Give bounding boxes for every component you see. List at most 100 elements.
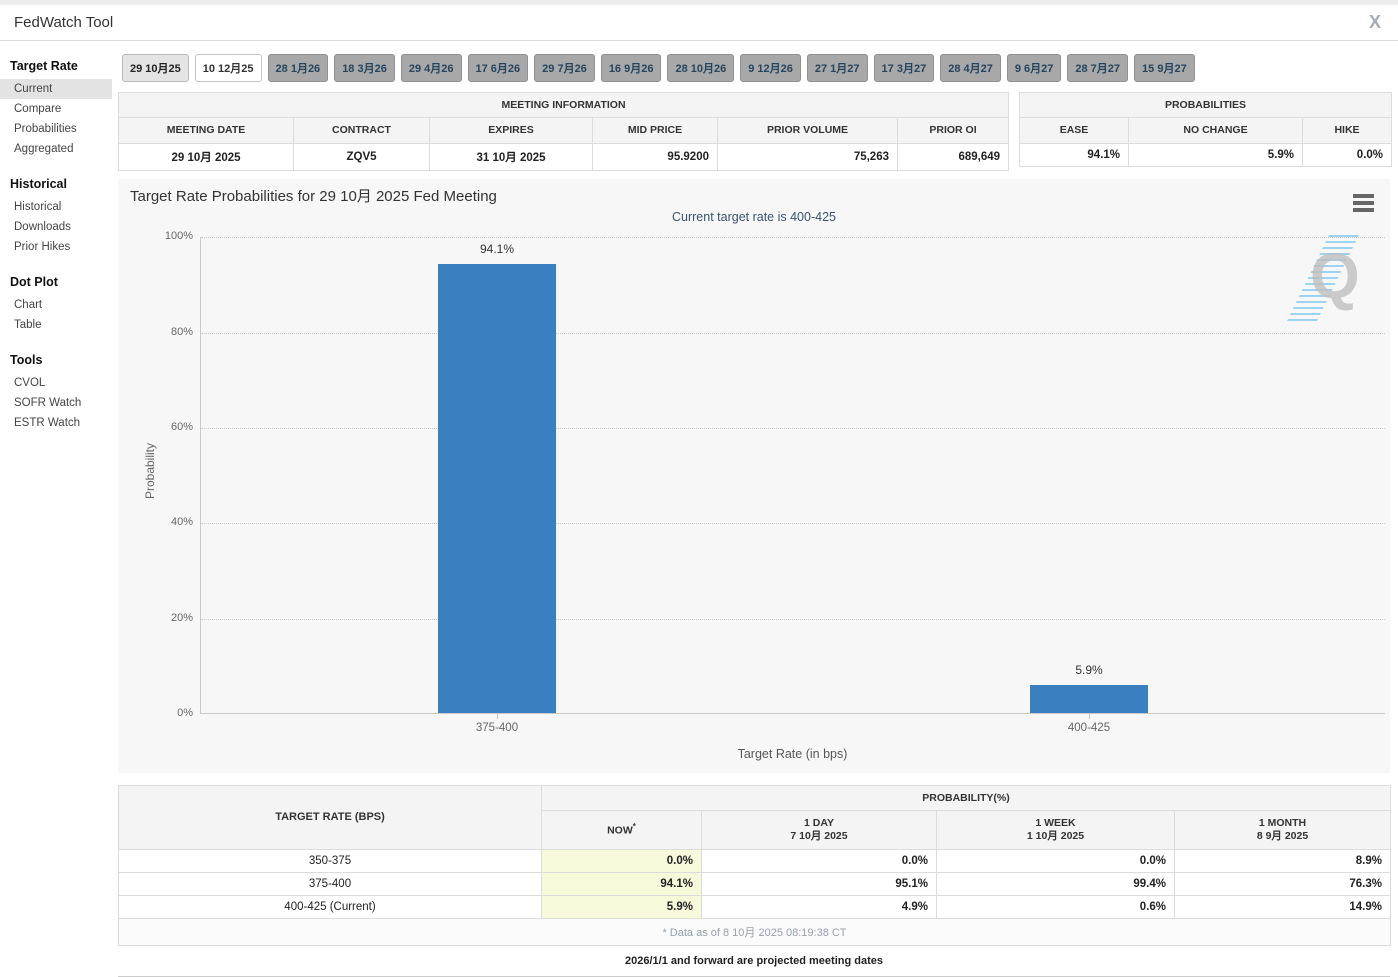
- column-header: NO CHANGE: [1128, 116, 1304, 145]
- probability-cell: 76.3%: [1174, 872, 1391, 897]
- meeting-tab[interactable]: 28 7月27: [1067, 54, 1129, 82]
- target-rate-cell: 350-375: [118, 849, 542, 874]
- target-rate-cell: 375-400: [118, 872, 542, 897]
- sidebar-item-current[interactable]: Current: [0, 79, 112, 99]
- chart-gridline: [201, 618, 1385, 620]
- table-title: PROBABILITIES: [1019, 92, 1393, 118]
- probability-cell: 0.0%: [701, 849, 937, 874]
- probability-cell: 0.0%: [541, 849, 702, 874]
- bar-value-label: 5.9%: [1075, 662, 1103, 677]
- x-axis-tick: [1089, 714, 1090, 720]
- meeting-tab[interactable]: 17 6月26: [467, 54, 529, 82]
- meeting-tab[interactable]: 28 1月26: [267, 54, 329, 82]
- sidebar-item-compare[interactable]: Compare: [14, 103, 62, 115]
- main-content: 29 10月25 10 12月25 28 1月26 18 3月26 29 4月26 17 …: [117, 50, 1393, 977]
- table-row: 375-400 94.1% 95.1% 99.4% 76.3%: [118, 872, 1391, 897]
- sidebar-item-prior-hikes[interactable]: Prior Hikes: [14, 241, 71, 253]
- cell-value: 689,649: [896, 143, 1010, 172]
- probability-history-table: TARGET RATE (BPS) PROBABILITY(%) NOW* 1 DAY…: [118, 785, 1391, 947]
- cell-value: ZQV5: [293, 143, 430, 172]
- column-header: MEETING DATE: [118, 116, 294, 145]
- meeting-tab[interactable]: 9 6月27: [1006, 54, 1062, 82]
- probability-cell: 0.0%: [936, 849, 1175, 874]
- sidebar-section: Tools CVOL SOFR Watch ESTR Watch: [0, 347, 112, 433]
- probability-cell: 95.1%: [701, 872, 937, 897]
- period-column-header: 1 MONTH 8 9月 2025: [1174, 810, 1391, 851]
- meeting-tab[interactable]: 9 12月26: [740, 54, 801, 82]
- x-axis-title: Target Rate (in bps): [737, 747, 848, 762]
- probability-bar[interactable]: [1030, 685, 1148, 714]
- probability-cell: 5.9%: [541, 895, 702, 920]
- x-share-icon[interactable]: X: [1368, 12, 1381, 32]
- watermark-q-letter: Q: [1310, 240, 1360, 313]
- period-column-header: 1 DAY 7 10月 2025: [701, 810, 937, 851]
- cell-value: 29 10月 2025: [118, 143, 294, 172]
- meeting-tab[interactable]: 29 7月26: [534, 54, 595, 82]
- chart-gridline: [201, 237, 1385, 239]
- meeting-tab[interactable]: 10 12月25: [194, 54, 262, 82]
- sidebar-section-title: Tools: [10, 353, 43, 367]
- sidebar-item-table[interactable]: Table: [14, 319, 42, 331]
- sidebar-section: Dot Plot Chart Table: [0, 269, 112, 335]
- y-axis-tick-label: 60%: [170, 420, 193, 433]
- y-axis-tick-label: 20%: [170, 611, 193, 624]
- cell-value: 5.9%: [1128, 143, 1304, 168]
- cell-value: 75,263: [717, 143, 898, 172]
- table-title: MEETING INFORMATION: [117, 92, 1010, 118]
- sidebar-section: Historical Historical Downloads Prior Hikes: [0, 171, 112, 257]
- table-row: 400-425 (Current) 5.9% 4.9% 0.6% 14.9%: [118, 895, 1391, 920]
- y-axis-tick-label: 0%: [177, 707, 193, 720]
- column-header: PRIOR VOLUME: [717, 116, 898, 145]
- sidebar-item-sofr-watch[interactable]: SOFR Watch: [14, 397, 82, 409]
- meeting-tab[interactable]: 17 3月27: [873, 54, 935, 82]
- probability-history-section: TARGET RATE (BPS) PROBABILITY(%) NOW* 1 DAY…: [118, 785, 1391, 947]
- period-column-header: NOW*: [541, 810, 702, 851]
- cell-value: 94.1%: [1019, 143, 1130, 168]
- sidebar-section: Target Rate Current Compare Probabilities Ag…: [0, 53, 112, 159]
- probabilities-summary-table: PROBABILITIES EASE NO CHANGE HIKE 94.1% 5.9% 0…: [1019, 92, 1393, 168]
- x-axis-tick-label: 375-400: [475, 722, 519, 735]
- meeting-tab[interactable]: 15 9月27: [1134, 54, 1195, 82]
- probability-group-header: PROBABILITY(%): [541, 785, 1391, 812]
- meeting-tab[interactable]: 16 9月26: [600, 54, 662, 82]
- cell-value: 0.0%: [1302, 143, 1393, 168]
- y-axis-tick-label: 100%: [164, 230, 193, 243]
- sidebar-item-aggregated[interactable]: Aggregated: [14, 143, 74, 155]
- x-axis-tick-label: 400-425: [1067, 722, 1111, 735]
- cell-value: 31 10月 2025: [429, 143, 593, 172]
- meeting-tab[interactable]: 29 10月25: [122, 54, 189, 82]
- meeting-tab[interactable]: 28 4月27: [940, 54, 1001, 82]
- meeting-date-tabs: 29 10月25 10 12月25 28 1月26 18 3月26 29 4月26 17 …: [122, 54, 1390, 82]
- y-axis-tick-label: 80%: [170, 325, 193, 338]
- sidebar-item-chart[interactable]: Chart: [14, 299, 43, 311]
- meeting-tab[interactable]: 28 10月26: [667, 54, 735, 82]
- probability-chart-panel: Target Rate Probabilities for 29 10月 202…: [118, 179, 1390, 774]
- probability-cell: 0.6%: [936, 895, 1175, 920]
- meeting-tab[interactable]: 27 1月27: [806, 54, 868, 82]
- sidebar-item-cvol[interactable]: CVOL: [14, 377, 46, 389]
- sidebar: Target Rate Current Compare Probabilities Ag…: [0, 53, 112, 445]
- cell-value: 95.9200: [592, 143, 718, 172]
- sidebar-item-downloads[interactable]: Downloads: [14, 221, 71, 233]
- target-rate-cell: 400-425 (Current): [118, 895, 542, 920]
- chart-export-menu-icon[interactable]: [1351, 189, 1376, 217]
- sidebar-section-title: Target Rate: [10, 59, 78, 73]
- sidebar-section-title: Dot Plot: [10, 275, 58, 289]
- meeting-tab[interactable]: 29 4月26: [400, 54, 462, 82]
- meeting-tab[interactable]: 18 3月26: [334, 54, 395, 82]
- chart-gridline: [201, 332, 1385, 334]
- sidebar-item-probabilities[interactable]: Probabilities: [14, 123, 77, 135]
- quikstrike-watermark-icon: Q: [1287, 235, 1368, 322]
- probability-bar[interactable]: [438, 264, 556, 714]
- column-header: EXPIRES: [429, 116, 593, 145]
- bar-value-label: 94.1%: [479, 242, 515, 257]
- sidebar-item-historical[interactable]: Historical: [14, 201, 62, 213]
- sidebar-item-estr-watch[interactable]: ESTR Watch: [14, 417, 81, 429]
- chart-subtitle: Current target rate is 400-425: [672, 210, 836, 225]
- y-axis-tick-label: 40%: [170, 516, 193, 529]
- projected-dates-note: 2026/1/1 and forward are projected meeti…: [625, 955, 883, 968]
- column-header: PRIOR OI: [896, 116, 1010, 145]
- chart-gridline: [201, 427, 1385, 429]
- probability-cell: 14.9%: [1174, 895, 1391, 920]
- chart-gridline: [201, 523, 1385, 525]
